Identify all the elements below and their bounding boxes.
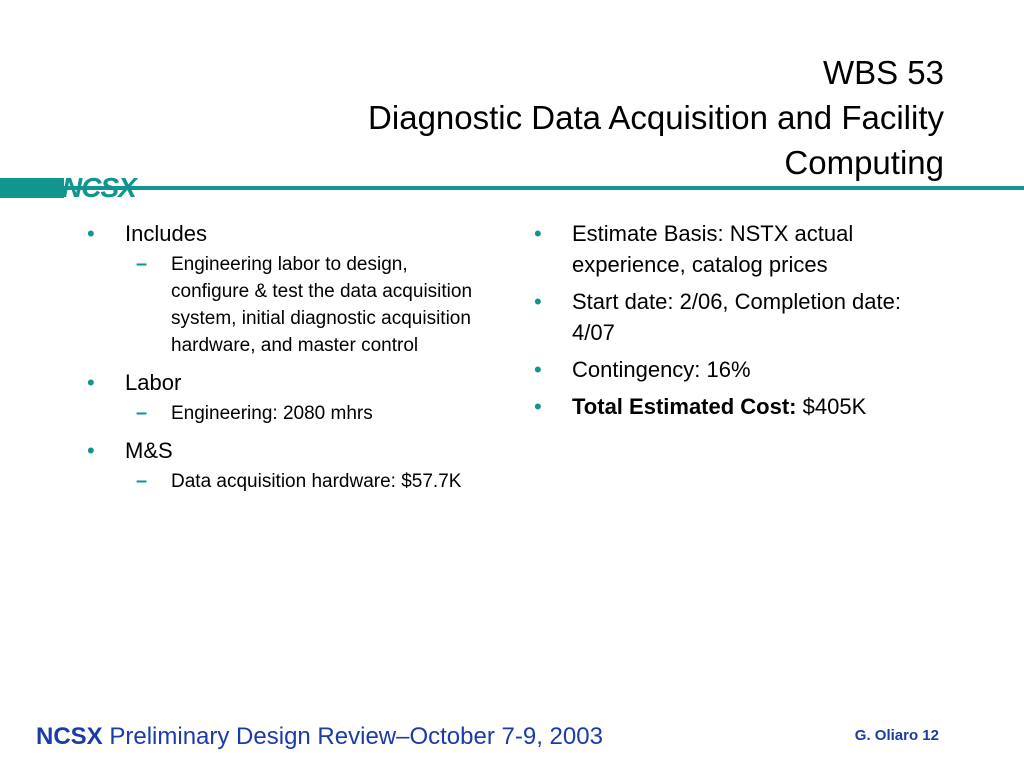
footer-author-page: G. Oliaro 12	[854, 727, 939, 744]
bullet-dates: Start date: 2/06, Completion date: 4/07	[532, 286, 932, 348]
bullet-contingency-text: Contingency: 16%	[572, 357, 751, 382]
bullet-ms: M&S	[85, 435, 485, 466]
sub-bullet-includes: Engineering labor to design, configure &…	[85, 251, 485, 359]
sub-bullet-labor: Engineering: 2080 mhrs	[85, 400, 485, 427]
bullet-icon	[534, 354, 542, 385]
bullet-includes: Includes	[85, 218, 485, 249]
ncsx-logo: NCSX	[62, 172, 137, 203]
right-column: Estimate Basis: NSTX actual experience, …	[532, 218, 932, 428]
bullet-icon	[87, 367, 95, 398]
slide-title: WBS 53 Diagnostic Data Acquisition and F…	[144, 50, 944, 185]
footer-event-text: Preliminary Design Review–October 7-9, 2…	[109, 723, 603, 750]
title-line-continued: Computing	[784, 144, 944, 181]
bullet-icon	[534, 391, 542, 422]
title-line-main: Diagnostic Data Acquisition and Facility	[368, 99, 944, 136]
bullet-estimate-basis: Estimate Basis: NSTX actual experience, …	[532, 218, 932, 280]
sub-bullet-labor-text: Engineering: 2080 mhrs	[171, 403, 373, 424]
dash-icon	[136, 468, 147, 495]
total-cost-value: $405K	[802, 394, 867, 419]
sub-bullet-ms-text: Data acquisition hardware: $57.7K	[171, 471, 462, 492]
bullet-labor-label: Labor	[125, 370, 182, 395]
footer-brand: NCSX	[36, 723, 103, 750]
header-rule	[0, 186, 1024, 190]
sub-bullet-includes-text: Engineering labor to design, configure &…	[171, 254, 473, 356]
header-block	[0, 178, 64, 198]
bullet-estimate-basis-text: Estimate Basis: NSTX actual experience, …	[572, 221, 854, 277]
bullet-includes-label: Includes	[125, 221, 207, 246]
sub-bullet-ms: Data acquisition hardware: $57.7K	[85, 468, 485, 495]
bullet-dates-text: Start date: 2/06, Completion date: 4/07	[572, 289, 901, 345]
total-cost-label: Total Estimated Cost:	[572, 394, 797, 419]
dash-icon	[136, 400, 147, 427]
dash-icon	[136, 251, 147, 278]
bullet-ms-label: M&S	[125, 438, 173, 463]
bullet-contingency: Contingency: 16%	[532, 354, 932, 385]
bullet-total-cost: Total Estimated Cost: $405K	[532, 391, 932, 422]
title-line-wbs: WBS 53	[822, 54, 944, 91]
bullet-labor: Labor	[85, 367, 485, 398]
bullet-icon	[534, 286, 542, 317]
header-band: NCSX	[0, 173, 1024, 203]
bullet-icon	[87, 218, 95, 249]
footer-event: NCSX Preliminary Design Review–October 7…	[36, 722, 603, 752]
bullet-icon	[534, 218, 542, 249]
bullet-icon	[87, 435, 95, 466]
left-column: Includes Engineering labor to design, co…	[85, 218, 485, 503]
